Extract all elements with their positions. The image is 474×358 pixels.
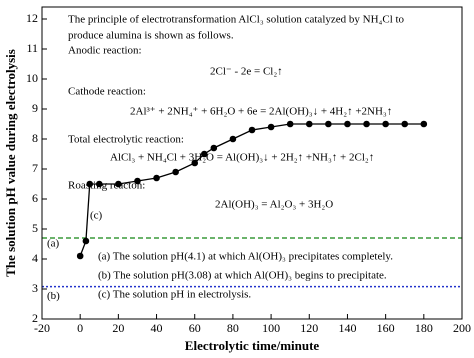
data-point bbox=[82, 237, 90, 245]
annotation: (c) The solution pH in electrolysis. bbox=[98, 289, 251, 301]
y-tick-label: 7 bbox=[32, 161, 38, 175]
x-tick-label: 0 bbox=[77, 321, 83, 335]
annotation: (a) The solution pH(4.1) at which Al(OH)… bbox=[98, 251, 393, 263]
data-point bbox=[200, 150, 208, 158]
plot-frame bbox=[41, 6, 463, 320]
x-tick-label: 80 bbox=[227, 321, 239, 335]
y-tick-label: 10 bbox=[26, 71, 38, 85]
data-point bbox=[95, 180, 103, 188]
data-point bbox=[76, 252, 84, 260]
x-tick-label: 100 bbox=[262, 321, 280, 335]
annotation: Anodic reaction: bbox=[68, 45, 142, 57]
y-tick-label: 12 bbox=[26, 11, 38, 25]
x-tick-label: 60 bbox=[189, 321, 201, 335]
x-tick-label: 120 bbox=[300, 321, 318, 335]
data-point bbox=[382, 120, 389, 128]
annotation: AlCl₃ + NH₄Cl + 3H₂O = Al(OH)₃↓ + 2H₂↑ +… bbox=[110, 152, 374, 164]
data-point bbox=[210, 144, 218, 152]
x-tick-label: 40 bbox=[151, 321, 163, 335]
x-tick-label: 180 bbox=[415, 321, 433, 335]
x-tick-label: 20 bbox=[112, 321, 124, 335]
data-point bbox=[86, 180, 94, 188]
annotation: produce alumina is shown as follows. bbox=[68, 30, 234, 42]
annotation: Total electrolytic reaction: bbox=[68, 134, 184, 146]
x-tick-label: 140 bbox=[338, 321, 356, 335]
y-tick-label: 8 bbox=[32, 131, 38, 145]
data-point bbox=[344, 120, 351, 128]
annotation: 2Al³⁺ + 2NH₄⁺ + 6H₂O + 6e = 2Al(OH)₃↓ + … bbox=[130, 106, 392, 118]
annotation: Roasting reacton: bbox=[68, 180, 145, 192]
x-tick-label: -20 bbox=[34, 321, 50, 335]
y-tick-label: 5 bbox=[32, 221, 38, 235]
annotation: 2Cl⁻ - 2e = Cl₂↑ bbox=[210, 66, 283, 78]
data-point bbox=[420, 120, 428, 128]
y-tick-label: 6 bbox=[32, 191, 38, 205]
annotation: Cathode reaction: bbox=[68, 86, 146, 98]
data-line bbox=[79, 123, 424, 257]
data-point bbox=[286, 120, 294, 128]
x-tick-label: 200 bbox=[453, 321, 471, 335]
data-point bbox=[134, 177, 141, 185]
data-point bbox=[305, 120, 313, 128]
data-point bbox=[363, 120, 370, 128]
data-point bbox=[248, 126, 256, 134]
y-tick-label: 11 bbox=[26, 41, 38, 55]
x-tick-label: 160 bbox=[377, 321, 395, 335]
y-axis-label: The solution pH value during electrolysi… bbox=[3, 49, 18, 277]
curve-label: (c) bbox=[90, 210, 103, 222]
data-point bbox=[115, 180, 122, 188]
annotation: (b) The solution pH(3.08) at which Al(OH… bbox=[98, 270, 387, 282]
y-tick-label: 9 bbox=[32, 101, 38, 115]
data-point bbox=[172, 168, 179, 176]
data-point bbox=[229, 135, 237, 143]
data-point bbox=[401, 120, 409, 128]
annotation: The principle of electrotransformation A… bbox=[68, 14, 405, 26]
data-point bbox=[267, 123, 275, 131]
data-point bbox=[191, 159, 199, 167]
data-point bbox=[325, 120, 332, 128]
y-tick-label: 4 bbox=[32, 251, 38, 265]
x-axis-label: Electrolytic time/minute bbox=[185, 338, 320, 353]
y-tick-label: 3 bbox=[32, 281, 38, 295]
y-tick-label: 2 bbox=[32, 311, 38, 325]
annotation: 2Al(OH)₃ = Al₂O₃ + 3H₂O bbox=[215, 199, 333, 211]
reference-label: (b) bbox=[47, 290, 60, 302]
data-point bbox=[153, 174, 160, 182]
reference-label: (a) bbox=[47, 238, 60, 250]
